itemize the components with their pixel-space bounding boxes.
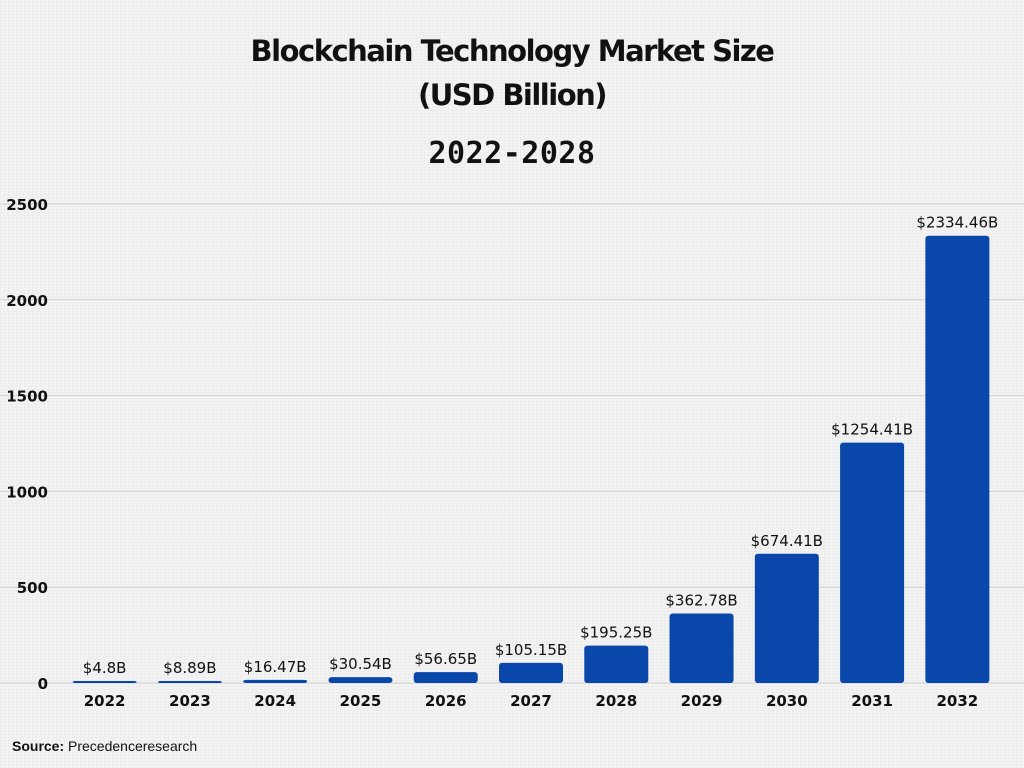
chart-subtitle: 2022-2028 bbox=[428, 136, 596, 171]
bar bbox=[499, 662, 563, 683]
bar bbox=[840, 442, 905, 683]
bar bbox=[157, 681, 222, 683]
bar bbox=[925, 235, 990, 683]
data-label: $105.15B bbox=[495, 641, 567, 659]
x-tick-label: 2026 bbox=[425, 692, 467, 710]
x-tick-label: 2031 bbox=[851, 692, 893, 710]
data-label: $8.89B bbox=[163, 659, 216, 677]
data-label: $674.41B bbox=[751, 532, 823, 550]
x-tick-label: 2025 bbox=[340, 692, 382, 710]
y-tick-label: 500 bbox=[17, 579, 48, 597]
x-tick-label: 2027 bbox=[510, 692, 552, 710]
bar-chart: 0 500 1000 1500 2000 2500 $4.8B 2022 $8.89B 2023 $… bbox=[0, 196, 1024, 710]
source-note: Source: Precedenceresearch bbox=[12, 738, 197, 754]
x-tick-label: 2023 bbox=[169, 692, 211, 710]
x-tick-label: 2030 bbox=[766, 692, 808, 710]
bar bbox=[243, 679, 308, 683]
data-label: $4.8B bbox=[83, 659, 127, 677]
y-tick-label: 0 bbox=[38, 675, 48, 693]
y-tick-label: 1500 bbox=[6, 388, 48, 406]
chart-title-unit: (USD Billion) bbox=[417, 78, 608, 112]
data-label: $362.78B bbox=[665, 591, 737, 609]
bar bbox=[413, 672, 478, 683]
data-label: $16.47B bbox=[244, 658, 307, 676]
bar bbox=[584, 645, 649, 683]
data-label: $2334.46B bbox=[916, 214, 998, 232]
x-tick-label: 2028 bbox=[595, 692, 637, 710]
data-label: $1254.41B bbox=[831, 421, 913, 439]
data-label: $56.65B bbox=[414, 650, 477, 668]
chart-title: Blockchain Technology Market Size bbox=[250, 34, 775, 68]
y-tick-label: 2500 bbox=[6, 196, 48, 214]
data-label: $30.54B bbox=[329, 655, 392, 673]
bar bbox=[328, 677, 393, 683]
bar bbox=[754, 553, 819, 683]
x-tick-label: 2032 bbox=[936, 692, 978, 710]
source-label: Source: bbox=[12, 738, 65, 754]
source-text: Precedenceresearch bbox=[68, 738, 198, 754]
y-tick-label: 2000 bbox=[6, 292, 48, 310]
bar bbox=[669, 613, 734, 683]
x-tick-label: 2024 bbox=[254, 692, 296, 710]
x-tick-label: 2029 bbox=[681, 692, 723, 710]
data-label: $195.25B bbox=[580, 624, 652, 642]
y-tick-label: 1000 bbox=[6, 483, 48, 501]
x-tick-label: 2022 bbox=[84, 692, 126, 710]
bar bbox=[72, 681, 137, 683]
